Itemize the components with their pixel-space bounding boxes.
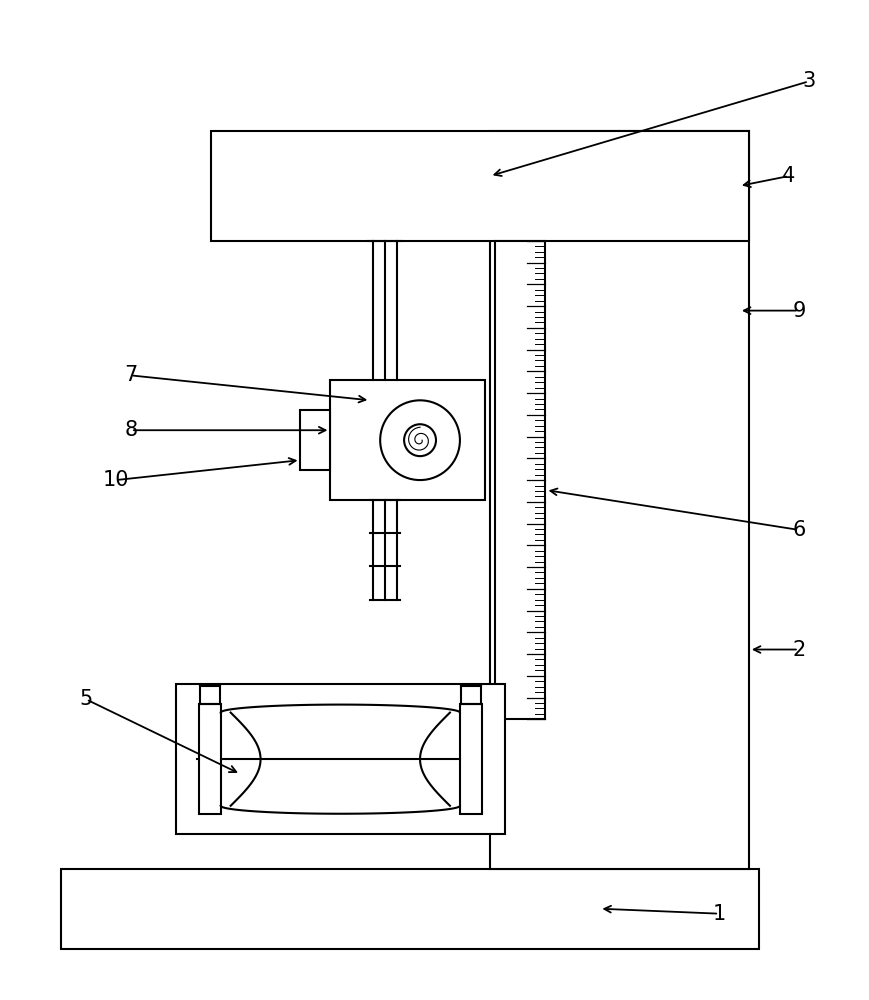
Bar (61, 869, 759, 949)
Bar (460, 704, 481, 814)
Text: 10: 10 (103, 470, 129, 490)
Bar (176, 684, 505, 834)
Text: 8: 8 (124, 420, 137, 440)
Bar (494, 241, 545, 719)
Text: 2: 2 (793, 640, 806, 660)
Text: 9: 9 (793, 301, 806, 321)
Bar (210, 131, 749, 241)
Text: 6: 6 (793, 520, 806, 540)
Text: 5: 5 (79, 689, 93, 709)
Text: 1: 1 (713, 904, 726, 924)
Bar (490, 131, 749, 869)
Bar (301, 410, 330, 470)
Text: 4: 4 (782, 166, 795, 186)
Bar (199, 704, 221, 814)
Text: 3: 3 (802, 71, 815, 91)
Bar (330, 380, 485, 500)
Text: 7: 7 (124, 365, 137, 385)
